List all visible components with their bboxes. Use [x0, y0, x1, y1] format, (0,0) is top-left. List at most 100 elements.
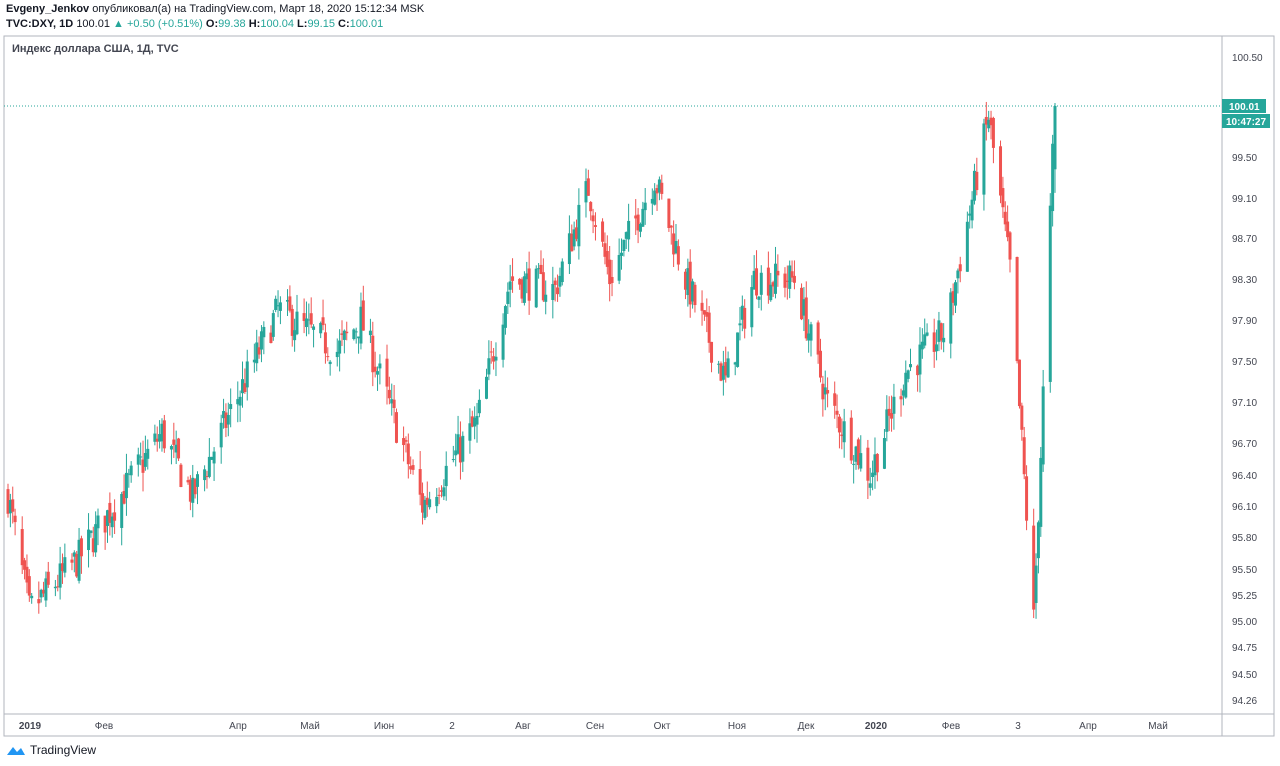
time-axis[interactable]: 2019 Фев Апр Май Июн 2 Авг Сен Окт Ноя Дек 2020 Фев 3… [19, 721, 1168, 732]
candle-body [859, 453, 863, 469]
footer-brand[interactable]: TradingView [6, 743, 96, 757]
time-tick-label: Май [1148, 721, 1168, 732]
price-axis[interactable]: 94.26 94.50 94.75 95.00 95.25 95.50 95.80 96.10… [1232, 53, 1263, 707]
candle-body [683, 271, 687, 290]
candle-body [518, 278, 522, 285]
candle-body [139, 456, 143, 458]
candle-body [368, 330, 372, 336]
candle-body [638, 223, 642, 232]
candle-body [833, 393, 837, 406]
candle-body [153, 433, 157, 442]
candle-body [818, 350, 822, 378]
author-name[interactable]: Evgeny_Jenkov [6, 3, 90, 15]
price-tick-label: 95.50 [1232, 565, 1257, 576]
candle-body [487, 358, 491, 375]
candle-body [522, 276, 526, 303]
candle-body [404, 440, 408, 442]
candle-body [925, 332, 929, 336]
candle-body [653, 190, 657, 205]
candle-body [904, 372, 908, 398]
time-tick-label: 2020 [865, 721, 888, 732]
candle-body [605, 250, 609, 267]
candle-body [392, 399, 396, 409]
candle-body [558, 275, 562, 287]
candle-body [923, 334, 927, 346]
candle-body [58, 563, 62, 588]
candle-body [1036, 522, 1040, 559]
candle-body [759, 272, 763, 295]
candle-body [70, 559, 74, 563]
time-tick-label: Фев [95, 721, 113, 732]
price-tick-label: 95.25 [1232, 591, 1257, 602]
low-value: 99.15 [307, 18, 335, 30]
price-tick-label: 95.00 [1232, 617, 1257, 628]
candle-body [371, 335, 375, 373]
candle-body [676, 246, 680, 265]
candle-body [219, 422, 223, 448]
price-tick-label: 94.75 [1232, 643, 1257, 654]
candle-body [409, 466, 413, 470]
price-tick-label: 98.70 [1232, 234, 1257, 245]
candle-body [916, 365, 920, 376]
candle-body [804, 297, 808, 339]
candle-body [91, 538, 95, 553]
candle-body [657, 179, 661, 193]
candle-body [1017, 359, 1021, 407]
candle-body [290, 308, 294, 336]
candle-body [693, 284, 697, 306]
candle-body [435, 496, 439, 507]
time-tick-label: Дек [798, 721, 815, 732]
close-value: 100.01 [349, 18, 384, 30]
candle-body [842, 421, 846, 443]
candle-body [387, 389, 391, 399]
candle-body [257, 347, 261, 355]
candle-body [918, 344, 922, 375]
candle-body [205, 476, 209, 478]
candle-body [378, 363, 382, 369]
candle-body [60, 563, 64, 572]
candle-body [89, 530, 93, 534]
candle-body [835, 410, 839, 415]
candle-body [259, 331, 263, 350]
chart-title: Индекс доллара США, 1Д, TVC [12, 43, 179, 55]
candle-body [942, 337, 946, 343]
candle-body [77, 539, 81, 581]
candle-body [319, 322, 323, 334]
candle-body [816, 322, 820, 355]
candle-body [807, 333, 811, 341]
last-price-label: 100.01 [1229, 102, 1260, 113]
candle-body [274, 298, 278, 311]
candle-body [262, 326, 266, 338]
candle-body [553, 280, 557, 286]
candle-body [539, 264, 543, 274]
time-tick-label: Апр [229, 721, 247, 732]
candle-body [738, 323, 742, 326]
candle-body [852, 463, 856, 465]
candle-body [567, 233, 571, 265]
candle-body [475, 415, 479, 425]
candle-body [882, 438, 886, 469]
candle-body [1048, 205, 1052, 382]
candle-body [1032, 525, 1036, 610]
candle-body [458, 437, 462, 463]
candle-body [620, 252, 624, 256]
candle-body [207, 456, 211, 477]
last-price-marker: 100.01 10:47:27 [4, 99, 1270, 128]
candle-body [589, 202, 593, 212]
candle-body [288, 296, 292, 311]
candle-body [354, 331, 358, 333]
candle-body [94, 524, 98, 553]
candle-body [484, 376, 488, 399]
open-label: O: [205, 18, 219, 30]
candle-body [809, 324, 813, 341]
open-value: 99.38 [218, 18, 246, 30]
candle-body [1041, 386, 1045, 465]
candle-body [13, 515, 17, 523]
candle-body [87, 529, 91, 551]
price-tick-label: 99.50 [1232, 153, 1257, 164]
candle-body [345, 331, 349, 334]
candle-body [461, 435, 465, 462]
low-label: L: [297, 18, 308, 30]
candle-body [802, 299, 806, 316]
